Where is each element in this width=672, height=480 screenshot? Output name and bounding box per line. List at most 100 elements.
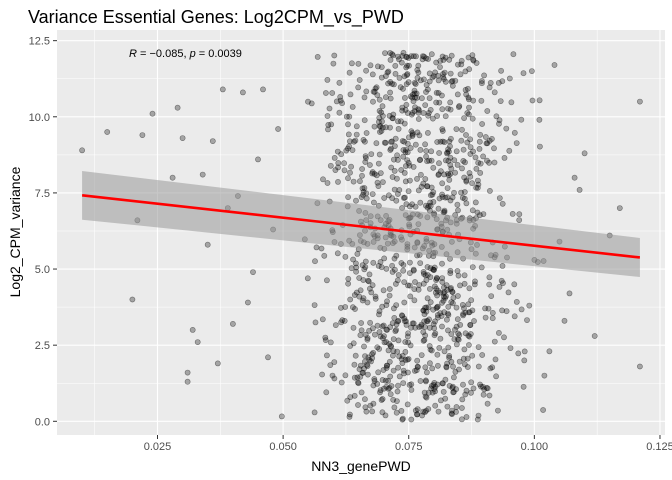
data-point xyxy=(453,386,459,393)
data-point xyxy=(395,337,402,344)
data-point xyxy=(483,384,490,391)
data-point xyxy=(345,280,351,287)
data-point xyxy=(401,315,408,322)
data-point xyxy=(334,250,341,257)
data-point xyxy=(414,411,420,418)
data-point xyxy=(576,186,583,193)
data-point xyxy=(461,272,468,279)
data-point xyxy=(456,366,462,373)
data-point xyxy=(406,282,413,289)
data-point xyxy=(371,123,378,130)
data-point xyxy=(409,133,416,139)
data-point xyxy=(459,301,466,308)
data-point xyxy=(385,68,392,75)
data-point xyxy=(409,94,416,101)
data-point xyxy=(349,147,356,153)
data-point xyxy=(508,99,515,106)
data-point xyxy=(445,158,452,164)
data-point xyxy=(488,293,495,299)
data-point xyxy=(341,167,348,174)
data-point xyxy=(479,352,486,358)
y-axis: 0.0 2.5 5.0 7.5 10.0 12.5 xyxy=(29,36,57,428)
data-point xyxy=(345,175,351,182)
data-point xyxy=(363,361,370,368)
data-point xyxy=(362,258,369,265)
data-point xyxy=(319,371,325,378)
data-point xyxy=(244,299,251,306)
data-point xyxy=(420,337,427,344)
data-point xyxy=(384,362,391,369)
data-point xyxy=(413,90,420,97)
data-point xyxy=(361,365,367,372)
data-point xyxy=(330,60,337,67)
data-point xyxy=(415,62,422,69)
data-point xyxy=(409,131,416,138)
data-point xyxy=(432,289,439,296)
data-point xyxy=(463,414,470,420)
data-point xyxy=(404,333,411,340)
data-point xyxy=(417,171,424,178)
data-point xyxy=(487,80,494,86)
data-point xyxy=(422,272,429,279)
data-point xyxy=(379,103,386,110)
data-point xyxy=(453,304,460,311)
data-point xyxy=(478,80,485,87)
data-point xyxy=(356,293,363,300)
data-point xyxy=(434,351,441,358)
data-point xyxy=(495,80,502,86)
data-point xyxy=(404,110,411,116)
data-point xyxy=(446,382,453,389)
data-point xyxy=(463,178,470,185)
data-point xyxy=(452,169,458,176)
data-point xyxy=(386,358,393,365)
data-point xyxy=(365,277,371,284)
data-point xyxy=(428,148,435,155)
data-point xyxy=(439,138,446,145)
data-point xyxy=(353,131,360,138)
data-point xyxy=(447,270,454,277)
data-point xyxy=(443,363,450,370)
data-point xyxy=(379,118,385,125)
data-point xyxy=(345,275,352,282)
data-point xyxy=(438,92,445,99)
data-point xyxy=(482,305,488,312)
data-point xyxy=(399,312,406,319)
data-point xyxy=(406,381,413,388)
data-point xyxy=(434,139,441,145)
data-point xyxy=(421,53,427,60)
data-point xyxy=(480,383,486,390)
data-point xyxy=(516,211,523,218)
data-point xyxy=(377,389,383,396)
data-point xyxy=(410,266,417,273)
data-point xyxy=(475,412,482,419)
data-point xyxy=(441,309,448,316)
data-point xyxy=(430,198,437,205)
data-point xyxy=(352,260,359,267)
data-point xyxy=(382,73,389,79)
data-point xyxy=(416,282,423,288)
data-point xyxy=(511,313,518,320)
data-point xyxy=(335,160,342,166)
data-point xyxy=(349,304,356,311)
data-point xyxy=(399,104,406,111)
data-point xyxy=(452,368,459,375)
data-point xyxy=(466,309,473,315)
data-point xyxy=(500,280,506,286)
data-point xyxy=(381,195,388,201)
data-point xyxy=(304,275,311,282)
data-point xyxy=(430,267,437,273)
data-point xyxy=(424,204,431,211)
data-point xyxy=(399,360,406,366)
data-point xyxy=(423,369,430,376)
data-point xyxy=(414,357,421,364)
data-point xyxy=(478,383,484,390)
data-point xyxy=(437,64,443,70)
data-point xyxy=(386,385,393,391)
data-point xyxy=(432,402,439,409)
data-point xyxy=(444,150,450,157)
data-point xyxy=(407,93,414,100)
data-point xyxy=(510,51,517,58)
data-point xyxy=(450,389,457,396)
data-point xyxy=(380,287,387,294)
data-point xyxy=(458,405,465,411)
